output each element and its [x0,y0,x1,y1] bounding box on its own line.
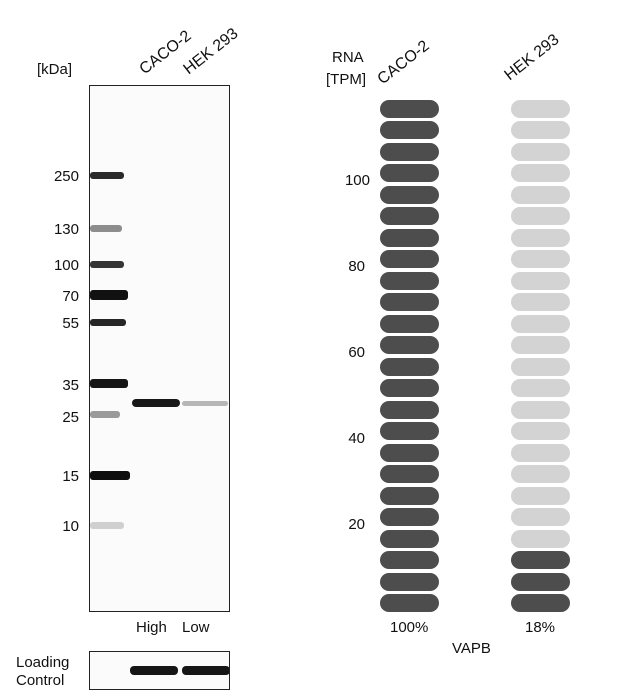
rna-segment-hek293-12 [511,357,570,376]
loading-control-image [89,651,230,690]
rna-y-tick-40: 40 [348,430,365,447]
rna-segment-caco2-12 [380,357,439,376]
sample-band-hek293 [182,401,228,406]
rna-segment-caco2-22 [380,142,439,161]
rna-column-label-caco2: CACO-2 [374,37,433,88]
rna-segment-hek293-4 [511,529,570,548]
marker-label-70: 70 [62,288,79,305]
rna-segment-hek293-11 [511,379,570,397]
rna-segment-caco2-2 [380,572,439,591]
rna-segment-caco2-6 [380,486,439,505]
rna-segment-hek293-22 [511,142,570,161]
loading-control-label-line1: Loading [16,654,70,671]
ladder-band-55 [90,319,126,326]
rna-segment-hek293-9 [511,422,570,440]
rna-segment-hek293-1 [511,594,570,612]
rna-segment-caco2-23 [380,121,439,139]
rna-segment-hek293-21 [511,164,570,182]
loading-control-label-line2: Control [16,672,65,689]
marker-label-15: 15 [62,468,79,485]
rna-segment-caco2-18 [380,228,439,247]
ladder-band-10 [90,522,124,529]
rna-percentage-hek293: 18% [525,619,556,636]
rna-segment-caco2-17 [380,250,439,268]
rna-segment-hek293-24 [511,99,570,118]
ladder-band-130 [90,225,122,232]
rna-segment-caco2-8 [380,443,439,462]
ladder-band-25 [90,411,120,418]
rna-segment-hek293-23 [511,121,570,139]
rna-segment-hek293-6 [511,486,570,505]
rna-segment-caco2-13 [380,336,439,354]
rna-segment-caco2-15 [380,293,439,311]
rna-segment-caco2-24 [380,99,439,118]
ladder-band-35 [90,379,128,388]
marker-label-10: 10 [62,518,79,535]
marker-label-100: 100 [53,257,79,274]
rna-y-tick-60: 60 [348,344,365,361]
kda-label: [kDa] [37,61,73,78]
rna-segment-hek293-3 [511,551,570,569]
rna-y-tick-20: 20 [348,516,365,533]
rna-axis-title-line2: [TPM] [326,71,366,88]
rna-segment-caco2-9 [380,422,439,440]
western-blot-image [89,85,230,612]
rna-segment-hek293-14 [511,314,570,333]
rna-segment-hek293-15 [511,293,570,311]
rna-segment-caco2-4 [380,529,439,548]
rna-segment-caco2-10 [380,400,439,419]
marker-label-35: 35 [62,377,79,394]
marker-label-25: 25 [62,409,79,426]
rna-column-label-hek293: HEK 293 [501,31,563,85]
marker-label-55: 55 [62,315,79,332]
ladder-band-100 [90,261,124,268]
rna-segment-caco2-7 [380,465,439,483]
rna-segment-caco2-3 [380,551,439,569]
rna-segment-caco2-19 [380,207,439,225]
rna-segment-hek293-5 [511,508,570,526]
rna-segment-caco2-21 [380,164,439,182]
rna-segment-caco2-5 [380,508,439,526]
expression-label-high: High [136,619,167,636]
rna-segment-caco2-16 [380,271,439,290]
blot-lane-label-hek293: HEK 293 [180,25,242,79]
marker-label-130: 130 [53,221,79,238]
rna-segment-hek293-16 [511,271,570,290]
rna-segment-hek293-17 [511,250,570,268]
loading-band-caco2 [130,666,178,675]
rna-segment-caco2-1 [380,594,439,612]
rna-segment-hek293-10 [511,400,570,419]
rna-segment-caco2-20 [380,185,439,204]
sample-band-caco2 [132,399,180,407]
rna-segment-hek293-7 [511,465,570,483]
loading-band-hek293 [182,666,229,675]
rna-segment-hek293-2 [511,572,570,591]
ladder-band-15 [90,471,130,480]
rna-axis-title-line1: RNA [332,49,364,66]
rna-y-tick-100: 100 [344,172,370,189]
ladder-band-250 [90,172,124,179]
ladder-band-70 [90,290,128,300]
rna-percentage-caco2: 100% [390,619,429,636]
gene-name-label: VAPB [452,640,491,657]
rna-segment-hek293-19 [511,207,570,225]
rna-segment-hek293-13 [511,336,570,354]
rna-segment-caco2-14 [380,314,439,333]
marker-label-250: 250 [53,168,79,185]
rna-segment-hek293-20 [511,185,570,204]
rna-y-tick-80: 80 [348,258,365,275]
expression-label-low: Low [182,619,210,636]
rna-segment-hek293-18 [511,228,570,247]
rna-segment-hek293-8 [511,443,570,462]
rna-segment-caco2-11 [380,379,439,397]
